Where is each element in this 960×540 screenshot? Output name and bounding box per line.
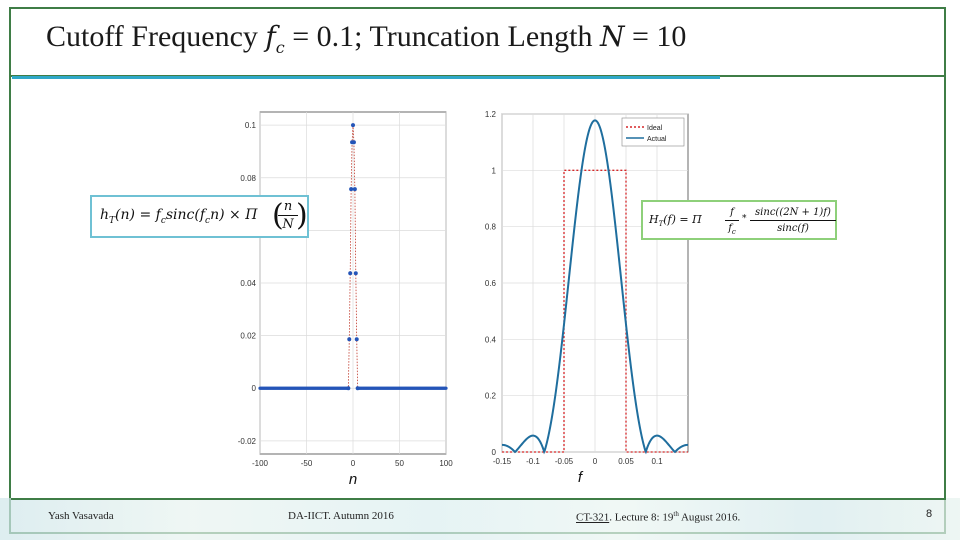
y-tick-label: 0	[252, 384, 257, 393]
y-tick-label: 0.02	[240, 332, 256, 341]
y-tick-label: 1.2	[485, 110, 497, 119]
x-tick-label: -0.1	[526, 457, 540, 466]
actual-response-line	[501, 119, 689, 455]
impulse-sample-point	[354, 337, 359, 342]
impulse-sample-point	[349, 187, 354, 192]
x-tick-label: 0	[351, 459, 356, 468]
x-axis-label: n	[349, 471, 357, 488]
x-tick-label: -0.05	[555, 457, 574, 466]
course-link[interactable]: CT-321	[576, 511, 610, 524]
impulse-sample-point	[347, 337, 352, 342]
impulse-equation-box: hT(n) = fcsinc(fcn) × Π n N ( )	[90, 195, 309, 238]
x-tick-label: -50	[301, 459, 313, 468]
x-axis-label: f	[578, 469, 584, 486]
paren-right: )	[296, 198, 308, 233]
title-accent-line	[12, 76, 720, 79]
y-tick-label: -0.02	[238, 437, 257, 446]
y-tick-label: 0.1	[245, 121, 257, 130]
footer-institute: DA-IICT. Autumn 2016	[288, 510, 394, 522]
x-tick-label: 50	[395, 459, 404, 468]
impulse-equation: hT(n) = fcsinc(fcn) × Π	[100, 207, 258, 226]
convolution-star: *	[742, 214, 747, 224]
frequency-response-chart: -0.15 -0.1 -0.05 0 0.05 0.1 0 0.2 0.4 0.6 0.8 1 1.2 I…	[485, 110, 689, 486]
legend-label: Ideal	[647, 125, 663, 132]
x-tick-label: -100	[252, 459, 269, 468]
y-tick-label: 0.08	[240, 174, 256, 183]
legend-box	[621, 117, 685, 147]
frequency-equation-lhs: HT(f) = Π	[649, 213, 702, 229]
impulse-sample-point	[355, 386, 360, 391]
footer-decoration	[0, 498, 960, 540]
x-tick-label: 0	[593, 457, 598, 466]
footer-author: Yash Vasavada	[48, 510, 114, 522]
impulse-fraction: n N	[278, 198, 298, 233]
y-tick-label: 0.8	[485, 223, 497, 232]
figure-panel: -100-50050100-0.0200.020.040.060.080.1n …	[190, 82, 738, 490]
impulse-sample-point	[353, 271, 358, 276]
frequency-fraction-sinc: sinc((2N + 1)f) sinc(f)	[750, 205, 836, 236]
y-tick-label: 0.04	[240, 279, 256, 288]
frequency-equation-box: HT(f) = Π f fc * sinc((2N + 1)f) sinc(f)	[641, 200, 837, 240]
y-tick-label: 0.6	[485, 279, 497, 288]
impulse-sample-point	[352, 187, 357, 192]
slide-title: Cutoff Frequency fc = 0.1; Truncation Le…	[46, 20, 687, 57]
ideal-response-line	[502, 169, 688, 453]
impulse-sample-point	[348, 271, 353, 276]
impulse-sample-point	[351, 123, 355, 128]
footer-divider	[11, 498, 946, 500]
y-tick-label: 1	[492, 166, 497, 175]
x-tick-label: 100	[439, 459, 453, 468]
impulse-sample-point	[351, 140, 356, 145]
footer-lecture: CT-321. Lecture 8: 19th August 2016.	[576, 510, 741, 524]
paren-left: (	[272, 198, 284, 233]
y-tick-label: 0.4	[485, 335, 497, 344]
zero-sample-point	[444, 386, 448, 390]
legend-label: Actual	[647, 136, 667, 143]
y-tick-label: 0	[492, 448, 497, 457]
y-tick-label: 0.2	[485, 392, 497, 401]
x-tick-label: -0.15	[493, 457, 512, 466]
impulse-sample-point	[346, 386, 351, 391]
x-tick-label: 0.1	[651, 457, 663, 466]
x-tick-label: 0.05	[618, 457, 634, 466]
page-number: 8	[926, 508, 933, 520]
frequency-fraction-pi: f fc	[725, 205, 739, 240]
